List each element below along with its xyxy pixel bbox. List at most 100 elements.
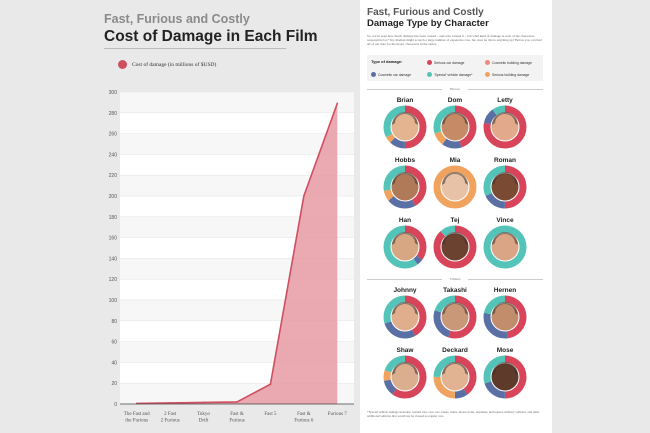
- portrait-hair: [492, 302, 518, 315]
- grid-band: [120, 112, 354, 134]
- key-item-special-vehicle: 'Special' vehicle damage*: [427, 72, 472, 77]
- villains-label: Villains: [442, 277, 468, 281]
- portrait-hair: [442, 232, 468, 245]
- portrait-hair: [442, 362, 468, 375]
- donut-segment: [433, 225, 477, 269]
- portrait-hair: [492, 112, 518, 125]
- donut-segment: [433, 105, 477, 149]
- x-tick-label: Furious 6: [294, 419, 314, 424]
- y-tick-label: 200: [109, 194, 118, 200]
- character-name: Brian: [396, 97, 414, 104]
- donut-segment: [433, 355, 477, 399]
- x-tick-label: Drift: [199, 419, 209, 424]
- portrait-hair: [442, 172, 468, 185]
- damage-donut: [383, 165, 427, 209]
- character-brian: Brian: [380, 96, 430, 149]
- character-han: Han: [380, 216, 430, 269]
- key-label: Serious car damage: [434, 60, 465, 65]
- character-name: Shaw: [396, 347, 414, 354]
- donut-segment: [433, 355, 477, 399]
- title-divider: [104, 48, 286, 49]
- y-tick-label: 100: [109, 298, 118, 304]
- portrait-face: [391, 233, 419, 261]
- left-subtitle: Fast, Furious and Costly: [104, 12, 250, 26]
- left-title: Cost of Damage in Each Film: [104, 28, 318, 45]
- key-title: Type of damage:: [371, 59, 403, 64]
- portrait-face: [391, 303, 419, 331]
- donut-segment: [433, 295, 477, 339]
- damage-donut: [483, 225, 527, 269]
- donut-segment: [433, 355, 477, 399]
- character-hernen: Hernen: [480, 286, 530, 339]
- x-tick-label: 2 Furious: [161, 419, 180, 424]
- y-tick-label: 40: [111, 360, 117, 366]
- key-label: Serious building damage: [492, 72, 530, 77]
- character-name: Deckard: [442, 347, 468, 354]
- character-name: Hobbs: [394, 157, 416, 164]
- character-name: Johnny: [393, 287, 417, 294]
- damage-type-key: Type of damage: Serious car damage Cosme…: [367, 55, 543, 81]
- damage-donut: [483, 295, 527, 339]
- portrait-hair: [392, 112, 418, 125]
- damage-donut: [383, 295, 427, 339]
- portrait-hair: [392, 362, 418, 375]
- y-tick-label: 0: [114, 402, 117, 408]
- portrait-face: [491, 363, 519, 391]
- right-title: Damage Type by Character: [367, 18, 489, 29]
- character-name: Takashi: [443, 287, 467, 294]
- character-name: Letty: [497, 97, 513, 104]
- key-swatch: [427, 72, 432, 77]
- y-tick-label: 140: [109, 256, 118, 262]
- donut-segment: [433, 165, 477, 209]
- donut-segment: [483, 355, 527, 399]
- character-dom: Dom: [430, 96, 480, 149]
- key-label: Cosmetic building damage: [492, 60, 532, 65]
- character-name: Mia: [449, 157, 461, 164]
- portrait-hair: [392, 232, 418, 245]
- x-tick-label: Fast &: [230, 412, 244, 417]
- y-tick-label: 120: [109, 277, 118, 283]
- key-swatch: [485, 72, 490, 77]
- portrait-face: [491, 113, 519, 141]
- portrait-hair: [392, 302, 418, 315]
- character-tej: Tej: [430, 216, 480, 269]
- grid-band: [120, 154, 354, 176]
- portrait-face: [491, 173, 519, 201]
- portrait-face: [391, 113, 419, 141]
- x-tick-label: Fast 5: [264, 412, 277, 417]
- portrait-face: [441, 363, 469, 391]
- data-point: [336, 102, 339, 105]
- donut-segment: [383, 105, 427, 149]
- character-name: Han: [398, 217, 412, 224]
- x-tick-label: Furious 7: [328, 412, 348, 417]
- x-tick-label: Furious: [229, 419, 244, 424]
- portrait-hair: [442, 112, 468, 125]
- portrait-face: [441, 233, 469, 261]
- damage-donut: [483, 165, 527, 209]
- portrait-face: [441, 173, 469, 201]
- data-point: [302, 195, 305, 197]
- x-tick-label: 2 Fast: [164, 412, 177, 417]
- character-letty: Letty: [480, 96, 530, 149]
- grid-band: [120, 196, 354, 217]
- donut-segment: [383, 295, 427, 339]
- damage-donut: [383, 225, 427, 269]
- legend-label: Cost of damage (in millions of $USD): [132, 61, 217, 68]
- character-name: Mose: [496, 347, 514, 354]
- intro-text: So, we've seen how much damage has been …: [367, 34, 542, 47]
- key-swatch: [427, 60, 432, 65]
- damage-donut: [433, 295, 477, 339]
- y-tick-label: 20: [111, 381, 117, 387]
- character-name: Tej: [450, 217, 460, 224]
- portrait-face: [491, 233, 519, 261]
- data-point: [236, 401, 238, 403]
- character-takashi: Takashi: [430, 286, 480, 339]
- y-tick-label: 300: [109, 90, 118, 96]
- donut-segment: [383, 225, 427, 269]
- damage-type-panel: Fast, Furious and Costly Damage Type by …: [360, 0, 552, 433]
- legend-swatch: [118, 60, 127, 69]
- character-roman: Roman: [480, 156, 530, 209]
- character-deckard: Deckard: [430, 346, 480, 399]
- key-item-serious-building: Serious building damage: [485, 72, 529, 77]
